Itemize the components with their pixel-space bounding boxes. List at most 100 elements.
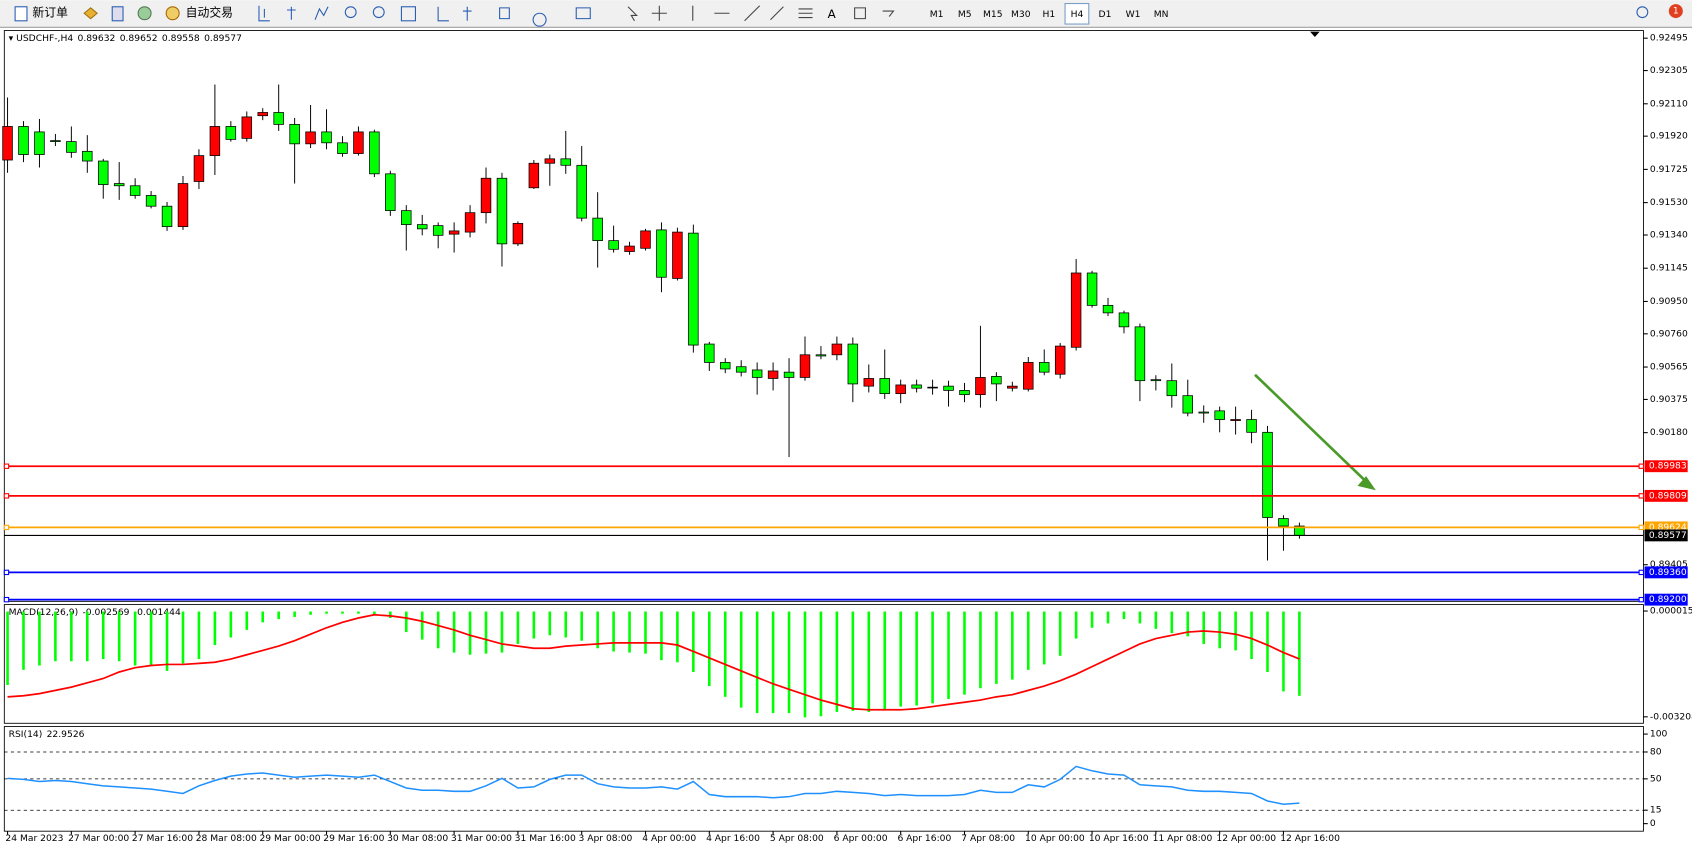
- macd-bar: [213, 611, 217, 646]
- line-handle[interactable]: [3, 596, 10, 603]
- x-tick-label: 28 Mar 08:00: [196, 833, 257, 844]
- macd-bar: [277, 611, 280, 620]
- price-label: 0.89809: [1649, 490, 1687, 501]
- macd-bar: [1011, 611, 1014, 680]
- price-label: 0.89983: [1649, 461, 1687, 472]
- line-handle[interactable]: [1638, 524, 1644, 531]
- macd-bar: [484, 611, 488, 654]
- macd-bar: [931, 611, 934, 704]
- icon[interactable]: [165, 6, 180, 21]
- icon[interactable]: [344, 6, 357, 19]
- macd-bar: [165, 611, 169, 671]
- icon[interactable]: [111, 6, 124, 22]
- timeframe-button[interactable]: W1: [1126, 9, 1141, 20]
- macd-bar: [245, 611, 249, 630]
- candle-body: [480, 177, 492, 214]
- icon[interactable]: [258, 5, 329, 22]
- x-tick-label: 12 Apr 16:00: [1280, 833, 1340, 844]
- macd-bar: [899, 611, 902, 707]
- timeframe-button[interactable]: D1: [1099, 9, 1112, 20]
- candle-body: [831, 343, 843, 356]
- line-handle[interactable]: [1638, 493, 1644, 499]
- macd-bar: [1026, 611, 1030, 670]
- macd-bar: [644, 611, 647, 654]
- arrow-annotation: [1254, 373, 1376, 491]
- candle-body: [1070, 272, 1082, 348]
- icon[interactable]: [372, 6, 385, 19]
- candle-body: [592, 217, 603, 241]
- candle-body: [416, 224, 428, 230]
- line-handle[interactable]: [1638, 569, 1644, 576]
- timeframe-button[interactable]: MN: [1154, 9, 1169, 20]
- high: 0.89652: [120, 33, 158, 44]
- macd-bar: [500, 611, 504, 653]
- text-tool[interactable]: A: [828, 7, 837, 21]
- line-handle[interactable]: [1638, 596, 1644, 603]
- candle-body: [18, 126, 29, 155]
- candle-body: [1230, 419, 1241, 421]
- macd-title: MACD(12,26,9): [9, 607, 79, 618]
- macd-signal: -0.001444: [134, 607, 181, 618]
- candle-body: [129, 185, 141, 196]
- macd-bar: [373, 611, 376, 615]
- candle-body: [241, 116, 253, 139]
- macd-bar: [1058, 611, 1062, 656]
- macd-bar: [628, 611, 631, 653]
- macd-bar: [389, 611, 392, 619]
- y-tick-label: 0.92305: [1650, 65, 1688, 76]
- macd-bar: [548, 611, 552, 636]
- line-handle[interactable]: [3, 493, 10, 499]
- macd-bar: [1234, 611, 1237, 651]
- y-tick-label: 100: [1650, 729, 1668, 740]
- y-tick-label: 0.90565: [1650, 362, 1688, 373]
- macd-bar: [54, 611, 57, 662]
- candle-body: [464, 212, 476, 233]
- line-handle[interactable]: [3, 463, 10, 469]
- y-tick-label: 0.92495: [1650, 33, 1688, 44]
- icon[interactable]: [14, 6, 28, 22]
- price-label-box: [1644, 521, 1688, 534]
- new-order[interactable]: 新订单: [32, 6, 68, 20]
- timeframe-button[interactable]: H1: [1043, 9, 1056, 20]
- macd-bar: [1122, 611, 1126, 620]
- y-tick-label: 0.89405: [1650, 559, 1688, 570]
- candle-body: [624, 245, 635, 252]
- macd-bar: [803, 611, 807, 718]
- x-tick-label: 12 Apr 00:00: [1216, 833, 1276, 844]
- price-label: 0.89200: [1649, 594, 1687, 605]
- timeframe-button[interactable]: H4: [1071, 9, 1084, 20]
- macd-bar: [133, 611, 137, 666]
- macd-bar: [516, 611, 520, 644]
- macd-bar: [612, 611, 615, 652]
- y-tick-label: 0.90375: [1650, 394, 1688, 405]
- macd-bar: [596, 611, 599, 649]
- macd-bar: [1154, 611, 1158, 629]
- timeframe-button[interactable]: M15: [983, 9, 1003, 20]
- line-handle[interactable]: [1638, 463, 1644, 469]
- chart-header: ▾ USDCHF-,H4 0.89632 0.89652 0.89558 0.89577: [9, 33, 242, 44]
- candle-body: [1086, 272, 1098, 306]
- timeframe-button[interactable]: M30: [1011, 9, 1031, 20]
- timeframe-button[interactable]: M5: [958, 9, 972, 20]
- macd-main: -0.002569: [82, 607, 129, 618]
- icon[interactable]: [400, 6, 416, 22]
- icon[interactable]: [83, 7, 98, 20]
- y-tick-label: 0: [1650, 818, 1656, 829]
- candle-body: [1262, 431, 1273, 518]
- line-handle[interactable]: [3, 569, 10, 576]
- candle-body: [943, 385, 954, 391]
- macd-bar: [6, 611, 9, 685]
- icon[interactable]: [137, 6, 152, 21]
- notification-count[interactable]: 1: [1673, 6, 1679, 17]
- x-tick-label: 29 Mar 00:00: [259, 833, 320, 844]
- candle-body: [177, 183, 189, 228]
- auto-trading[interactable]: 自动交易: [186, 6, 233, 20]
- x-tick-label: 30 Mar 08:00: [387, 833, 448, 844]
- notification-badge[interactable]: [1668, 4, 1683, 19]
- y-tick-label: 0.91920: [1650, 131, 1688, 142]
- timeframe-button[interactable]: M1: [930, 9, 944, 20]
- icon[interactable]: [627, 5, 895, 22]
- icon[interactable]: [1636, 6, 1649, 19]
- icon[interactable]: [437, 6, 591, 27]
- line-handle[interactable]: [3, 524, 10, 531]
